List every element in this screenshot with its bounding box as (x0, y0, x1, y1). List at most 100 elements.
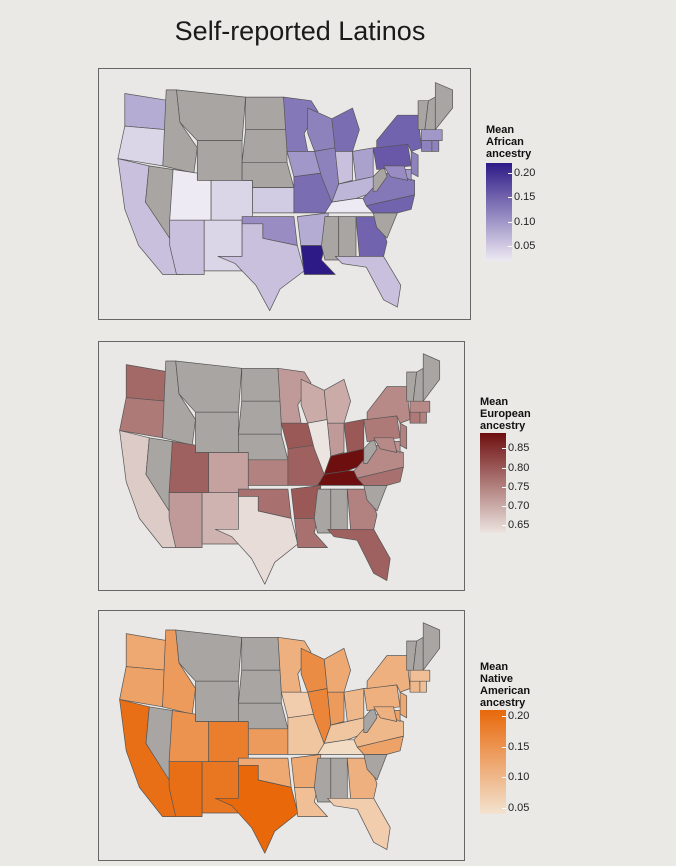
map-panel-native (98, 610, 465, 861)
legend-tick-mark (502, 746, 506, 748)
state-nd (241, 636, 282, 671)
map-panel-african (98, 68, 471, 320)
legend-tick-mark (508, 197, 512, 199)
state-ks (247, 459, 289, 486)
legend-tick-mark (502, 486, 506, 488)
state-md (383, 165, 409, 181)
state-az (169, 219, 205, 275)
state-fl (334, 256, 402, 308)
state-wy (195, 411, 239, 453)
state-ms (313, 488, 332, 534)
legend-tick-mark (508, 172, 512, 174)
legend-tick-mark (502, 506, 506, 508)
legend-tick-label: 0.10 (514, 215, 536, 228)
state-me (422, 622, 441, 671)
state-ms (313, 757, 332, 803)
state-me (434, 82, 453, 131)
state-mi (323, 647, 351, 693)
us-map-native (119, 622, 441, 854)
state-ri (419, 411, 427, 424)
state-wy (195, 680, 239, 722)
legend-tick-mark (502, 777, 506, 779)
state-sd (241, 129, 288, 163)
state-al (330, 757, 348, 803)
state-in (334, 151, 353, 185)
legend-tick-label: 0.85 (508, 442, 530, 455)
legend-tick-label: 0.80 (508, 461, 530, 474)
state-fl (327, 797, 391, 850)
state-ri (419, 680, 427, 693)
state-az (168, 761, 203, 817)
state-wa (124, 93, 171, 131)
legend-title-european: Mean European ancestry (480, 396, 531, 432)
legend-tick-label: 0.15 (514, 191, 536, 204)
state-sd (238, 669, 282, 704)
state-or (119, 397, 167, 439)
state-ma (409, 669, 431, 682)
state-al (330, 488, 348, 534)
legend-tick-mark (502, 716, 506, 718)
state-md (373, 437, 398, 453)
state-sd (238, 400, 282, 435)
state-ny (366, 655, 411, 693)
state-co (210, 180, 253, 221)
state-al (338, 216, 357, 261)
legend-title-native: Mean Native American ancestry (480, 661, 531, 709)
state-ms (321, 216, 340, 261)
legend-tick-label: 0.20 (514, 166, 536, 179)
legend-tick-label: 0.05 (514, 240, 536, 253)
legend-colorbar-native (480, 710, 506, 814)
legend-tick-label: 0.70 (508, 500, 530, 513)
legend-tick-mark (502, 525, 506, 527)
state-wa (125, 364, 170, 402)
state-me (422, 353, 441, 402)
state-tx (217, 223, 305, 312)
legend-tick-mark (508, 246, 512, 248)
legend-tick-label: 0.05 (508, 801, 530, 814)
state-or (119, 666, 167, 708)
state-nj (399, 422, 408, 450)
state-nd (241, 367, 282, 402)
state-la (294, 787, 328, 817)
legend-title-african: Mean African ancestry (486, 124, 532, 160)
legend-tick-mark (502, 448, 506, 450)
state-oh (352, 147, 374, 181)
state-ks (247, 728, 289, 755)
state-co (208, 452, 249, 494)
legend-colorbar-european (480, 433, 506, 533)
state-mi (331, 107, 360, 152)
state-ri (431, 140, 440, 152)
state-wi (307, 107, 336, 152)
state-co (208, 721, 249, 763)
state-nj (399, 691, 408, 719)
state-la (294, 518, 328, 548)
us-map-european (119, 353, 441, 585)
legend-tick-label: 0.75 (508, 480, 530, 493)
state-wi (300, 378, 328, 424)
legend-tick-mark (508, 221, 512, 223)
legend-tick-label: 0.10 (508, 771, 530, 784)
state-mi (323, 378, 351, 424)
state-nd (245, 96, 288, 131)
state-ct (421, 140, 433, 152)
state-wa (125, 633, 170, 671)
state-nj (410, 151, 419, 178)
legend-tick-mark (502, 807, 506, 809)
figure-title: Self-reported Latinos (174, 16, 426, 46)
state-ny (376, 114, 422, 152)
state-az (168, 492, 203, 548)
state-in (327, 691, 345, 726)
legend-tick-label: 0.65 (508, 519, 530, 532)
legend-tick-label: 0.15 (508, 740, 530, 753)
state-ct (409, 411, 421, 424)
us-map-african (117, 82, 453, 312)
state-wy (196, 140, 243, 181)
state-in (327, 422, 345, 457)
state-tx (214, 496, 299, 585)
state-fl (327, 528, 391, 581)
legend-tick-label: 0.20 (508, 710, 530, 723)
map-panel-european (98, 341, 465, 591)
state-la (300, 245, 336, 275)
state-ny (366, 386, 411, 424)
state-ct (409, 680, 421, 693)
